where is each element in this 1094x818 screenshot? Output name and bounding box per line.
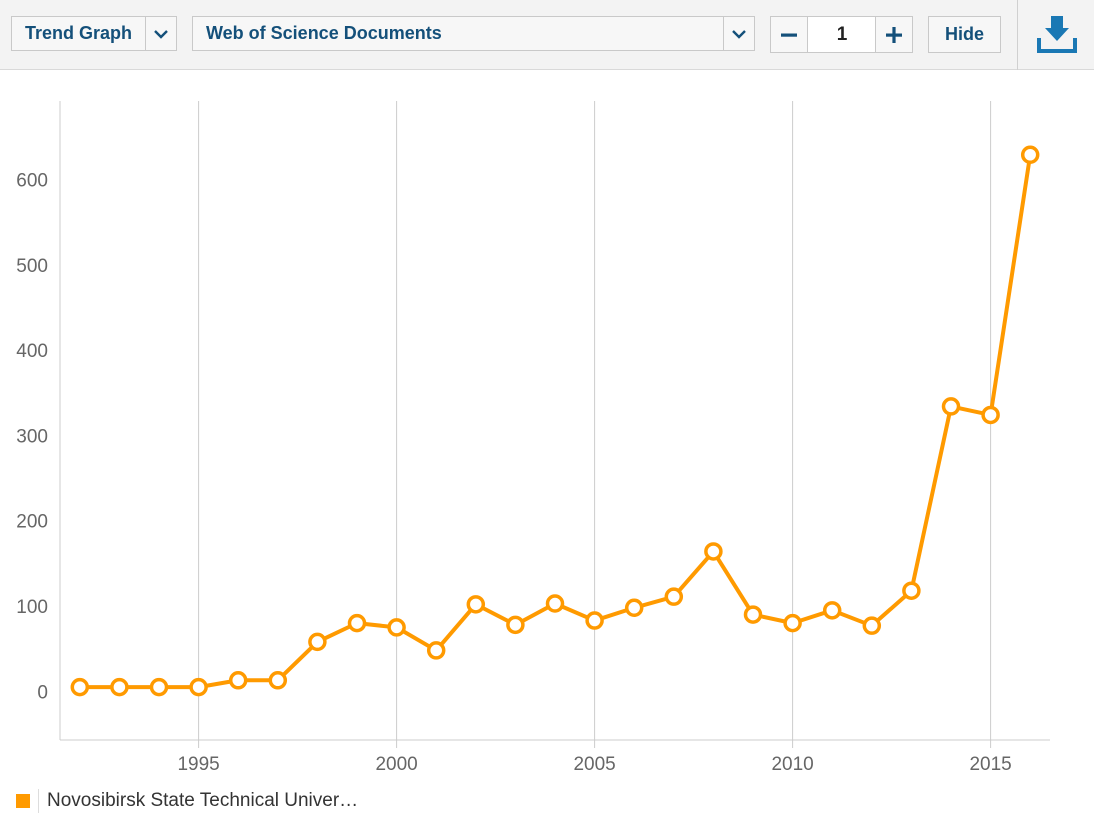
y-tick-label: 400: [16, 341, 48, 362]
y-tick-label: 100: [16, 597, 48, 618]
y-tick-label: 200: [16, 512, 48, 533]
metric-select[interactable]: Web of Science Documents: [192, 16, 755, 51]
toolbar-divider: [1017, 0, 1018, 70]
data-point[interactable]: [149, 677, 169, 697]
data-point[interactable]: [189, 677, 208, 697]
view-type-label: Trend Graph: [25, 23, 133, 43]
data-point[interactable]: [268, 671, 288, 690]
data-point[interactable]: [783, 613, 802, 633]
data-point[interactable]: [545, 594, 565, 613]
y-axis-ticks: 0 100 200 300 400 500 600: [16, 170, 48, 703]
x-axis-ticks: 1995 2000 2005 2010 2015: [177, 754, 1011, 775]
data-point[interactable]: [426, 641, 446, 660]
download-icon[interactable]: [1036, 14, 1078, 56]
stepper-value[interactable]: 1: [808, 16, 876, 53]
trend-chart: 0 100 200 300 400 500 600 1995 2000 2005 2010 2015: [16, 101, 1050, 775]
plus-icon: [886, 26, 902, 43]
legend-label: Novosibirsk State Technical Univer…: [47, 790, 359, 811]
data-point[interactable]: [902, 581, 921, 600]
y-tick-label: 600: [16, 170, 48, 191]
data-point[interactable]: [624, 598, 644, 618]
chevron-down-icon[interactable]: [723, 17, 754, 50]
x-tick-label: 2000: [375, 754, 417, 775]
legend-swatch: [16, 794, 30, 808]
data-point[interactable]: [981, 405, 1000, 425]
decrement-button[interactable]: [770, 16, 808, 53]
data-points: [70, 145, 1040, 697]
chevron-down-icon[interactable]: [145, 17, 176, 50]
data-point[interactable]: [308, 632, 327, 652]
data-point[interactable]: [704, 542, 723, 561]
data-point[interactable]: [743, 605, 763, 624]
x-tick-label: 2015: [969, 754, 1011, 775]
chart-toolbar: Trend Graph Web of Science Documents 1 H…: [0, 0, 1094, 70]
data-point[interactable]: [110, 677, 129, 697]
x-tick-label: 1995: [177, 754, 219, 775]
data-point[interactable]: [862, 616, 882, 635]
data-point[interactable]: [822, 601, 842, 620]
minus-icon: [781, 33, 797, 37]
y-tick-label: 300: [16, 426, 48, 447]
hide-button[interactable]: Hide: [928, 16, 1001, 53]
data-point[interactable]: [585, 611, 604, 630]
data-point[interactable]: [387, 618, 406, 637]
x-tick-label: 2005: [573, 754, 615, 775]
data-point[interactable]: [1020, 145, 1040, 164]
data-point[interactable]: [941, 397, 961, 416]
data-point[interactable]: [664, 587, 684, 606]
data-point[interactable]: [466, 595, 486, 614]
data-point[interactable]: [506, 615, 525, 635]
metric-label: Web of Science Documents: [206, 23, 442, 43]
view-type-select[interactable]: Trend Graph: [11, 16, 177, 51]
x-tick-label: 2010: [771, 754, 813, 775]
data-point[interactable]: [347, 613, 367, 633]
y-tick-label: 500: [16, 256, 48, 277]
increment-button[interactable]: [875, 16, 913, 53]
data-point[interactable]: [228, 671, 248, 690]
hide-label: Hide: [944, 24, 984, 44]
legend-separator: [38, 789, 39, 813]
grid-lines: [59, 101, 992, 748]
y-tick-label: 0: [37, 682, 48, 703]
legend[interactable]: Novosibirsk State Technical Univer…: [16, 789, 358, 813]
data-point[interactable]: [70, 677, 90, 697]
